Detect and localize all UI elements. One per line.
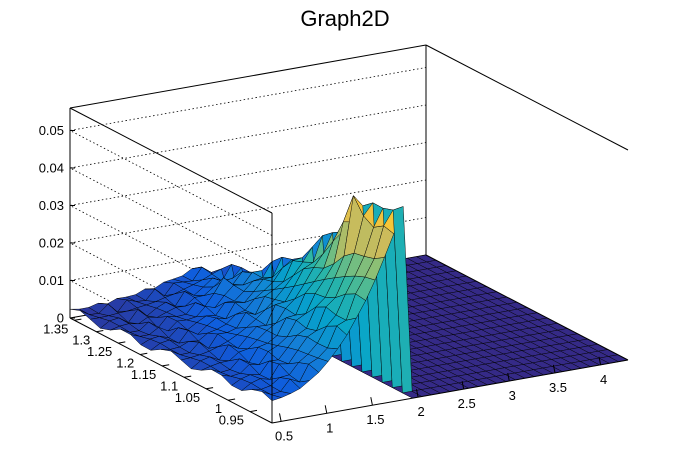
y-tick-label: 1.25 (87, 344, 112, 359)
x-tick-mark (370, 397, 373, 406)
x-tick-label: 3.5 (549, 380, 567, 395)
y-tick-mark (162, 364, 170, 367)
z-tick-label: 0.04 (39, 161, 64, 176)
x-tick-mark (552, 364, 556, 373)
z-gridline (68, 217, 427, 386)
x-tick-label: 4 (600, 372, 607, 387)
y-tick-label: 1.1 (160, 378, 178, 393)
x-tick-label: 2 (417, 404, 424, 419)
right-bottom-edge (425, 254, 629, 361)
z-tick-label: 0.02 (39, 236, 64, 251)
x-tick-label: 3 (509, 388, 516, 403)
y-tick-label: 1.2 (116, 356, 134, 371)
y-tick-mark (206, 387, 214, 390)
y-tick-mark (118, 341, 126, 344)
grid-lines (68, 67, 427, 386)
x-tick-label: 0.5 (275, 428, 293, 443)
y-tick-mark (96, 330, 104, 333)
y-tick-label: 1.35 (43, 321, 68, 336)
x-tick-mark (416, 389, 419, 398)
y-tick-label: 1.3 (72, 333, 90, 348)
x-tick-mark (507, 372, 510, 382)
z-tick-label: 0 (57, 311, 64, 326)
z-tick-label: 0.03 (39, 198, 64, 213)
z-gridline (68, 67, 427, 236)
x-tick-mark (324, 405, 328, 414)
x-tick-label: 1 (326, 420, 333, 435)
axes: 0 0.01 0.02 0.03 0.04 0.05 0.5 1 1.5 2 2.5 3 3.5 4 0.9… (39, 123, 608, 443)
z-gridline (68, 179, 427, 349)
x-tick-mark (279, 413, 282, 422)
x-tick-mark (461, 381, 465, 390)
y-tick-label: 1 (215, 401, 222, 416)
right-top-edge (425, 44, 629, 151)
left-top-edge (69, 107, 273, 214)
front-frame (69, 213, 629, 424)
y-tick-mark (249, 409, 258, 413)
front-bottom-edge (271, 359, 629, 424)
z-tick-label: 0.05 (39, 123, 64, 138)
chart-title: Graph2D (300, 6, 389, 31)
y-tick-mark (184, 375, 192, 378)
y-tick-label: 1.05 (175, 390, 200, 405)
back-top-edge (69, 44, 427, 109)
z-tick-label: 0.01 (39, 273, 64, 288)
y-tick-mark (140, 352, 148, 355)
x-tick-mark (598, 356, 602, 365)
z-gridline (68, 104, 427, 274)
y-tick-label: 1.15 (131, 367, 156, 382)
x-tick-label: 2.5 (458, 396, 476, 411)
x-tick-label: 1.5 (366, 412, 384, 427)
surface-plot (69, 194, 629, 401)
y-tick-mark (74, 318, 82, 321)
left-bottom-edge (69, 317, 273, 424)
y-tick-label: 0.95 (219, 413, 244, 428)
y-tick-mark (228, 398, 236, 401)
z-gridline (68, 142, 427, 311)
